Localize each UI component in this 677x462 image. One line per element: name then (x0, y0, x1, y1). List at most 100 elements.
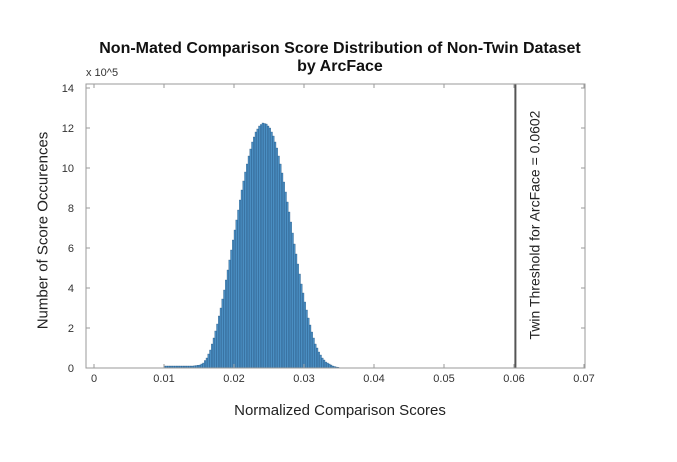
histogram-bar (202, 362, 205, 369)
histogram-bar (233, 229, 236, 369)
histogram-bar (235, 219, 238, 369)
histogram-bar (326, 362, 329, 369)
histogram-bar (205, 357, 208, 369)
histogram-bar (307, 317, 310, 369)
histogram-bar (207, 353, 210, 369)
histogram-bar (305, 309, 308, 369)
histogram-bar (260, 124, 263, 369)
histogram-bar (225, 279, 228, 369)
y-tick-label: 8 (68, 203, 74, 215)
histogram-bar (293, 243, 296, 369)
y-tick-label: 12 (62, 123, 74, 135)
x-tick-label: 0.03 (293, 373, 314, 385)
histogram-bar (279, 163, 282, 369)
histogram-bar (272, 135, 275, 369)
histogram-bar (312, 337, 315, 369)
histogram-bar (214, 330, 217, 369)
axes-frame (85, 83, 586, 369)
histogram-bar (319, 354, 322, 369)
x-tick-label: 0.06 (503, 373, 524, 385)
histogram-bar (256, 128, 259, 369)
histogram-bar (310, 331, 313, 369)
histogram-bar (251, 141, 254, 369)
histogram-bar (291, 232, 294, 369)
histogram-bar (321, 357, 324, 369)
histogram-bar (316, 347, 319, 369)
histogram-bar (270, 131, 273, 369)
histogram-bar (309, 324, 312, 369)
histogram-bar (216, 323, 219, 369)
histogram-bar (300, 283, 303, 369)
histogram-bar (281, 172, 284, 369)
histogram-bar (284, 191, 287, 369)
histogram-bar (288, 211, 291, 369)
histogram-bar (314, 343, 317, 369)
histogram-bar (265, 123, 268, 369)
histogram-bar (242, 180, 245, 369)
histogram-bar (240, 189, 243, 369)
histogram-bar (261, 122, 264, 369)
x-tick-label: 0.05 (433, 373, 454, 385)
histogram-bar (302, 292, 305, 369)
y-tick-label: 14 (62, 83, 74, 95)
histogram-bar (277, 155, 280, 369)
x-tick-label: 0.07 (573, 373, 594, 385)
x-axis-ticks: 0 0.01 0.02 0.03 0.04 0.05 0.06 0.07 (91, 84, 595, 385)
histogram-bar (298, 273, 301, 369)
y-tick-label: 10 (62, 163, 74, 175)
histogram-bar (323, 359, 326, 369)
chart-title-line-1: Non-Mated Comparison Score Distribution … (99, 40, 581, 57)
y-axis-ticks: 0 2 4 6 8 10 12 14 (62, 83, 585, 375)
histogram-bar (232, 239, 235, 369)
histogram-bar (296, 263, 299, 369)
histogram-bar (317, 351, 320, 369)
histogram-bar (244, 171, 247, 369)
histogram-bar (219, 307, 222, 369)
y-tick-label: 2 (68, 323, 74, 335)
histogram-bar (211, 343, 214, 369)
x-tick-label: 0 (91, 373, 97, 385)
histogram-bar (254, 131, 257, 369)
histogram-bar (209, 349, 212, 369)
histogram-bar (282, 181, 285, 369)
histogram-bar (328, 363, 331, 369)
histogram-bar (204, 360, 207, 369)
histogram-bars (163, 122, 340, 369)
histogram-bar (247, 155, 250, 369)
histogram-bar (218, 315, 221, 369)
x-axis-label: Normalized Comparison Scores (234, 402, 446, 419)
y-tick-label: 4 (68, 283, 74, 295)
histogram-bar (289, 221, 292, 369)
histogram-bar (258, 125, 261, 369)
histogram-bar (275, 147, 278, 369)
threshold-line: Twin Threshold for ArcFace = 0.0602 (514, 84, 542, 368)
histogram-bar (239, 199, 242, 369)
histogram-bar (221, 298, 224, 369)
histogram-bar (237, 209, 240, 369)
histogram-bar (230, 249, 233, 369)
histogram-bar (274, 141, 277, 369)
y-tick-label: 0 (68, 363, 74, 375)
histogram-bar (286, 201, 289, 369)
histogram-bar (267, 125, 270, 369)
x-tick-label: 0.02 (223, 373, 244, 385)
histogram-bar (212, 337, 215, 369)
histogram-bar (249, 148, 252, 369)
histogram-bar (268, 127, 271, 369)
x-tick-label: 0.01 (153, 373, 174, 385)
histogram-bar (226, 269, 229, 369)
histogram-bar (295, 253, 298, 369)
chart-title-line-2: by ArcFace (297, 58, 383, 75)
histogram-bar (324, 361, 327, 369)
y-axis-multiplier: x 10^5 (86, 67, 119, 79)
histogram-bar (228, 259, 231, 369)
histogram-bar (263, 123, 266, 369)
threshold-label: Twin Threshold for ArcFace = 0.0602 (526, 110, 542, 339)
chart-title: Non-Mated Comparison Score Distribution … (80, 40, 600, 76)
y-tick-label: 6 (68, 243, 74, 255)
histogram-bar (246, 163, 249, 369)
x-tick-label: 0.04 (363, 373, 384, 385)
histogram-bar (223, 289, 226, 369)
histogram-bar (200, 363, 203, 369)
